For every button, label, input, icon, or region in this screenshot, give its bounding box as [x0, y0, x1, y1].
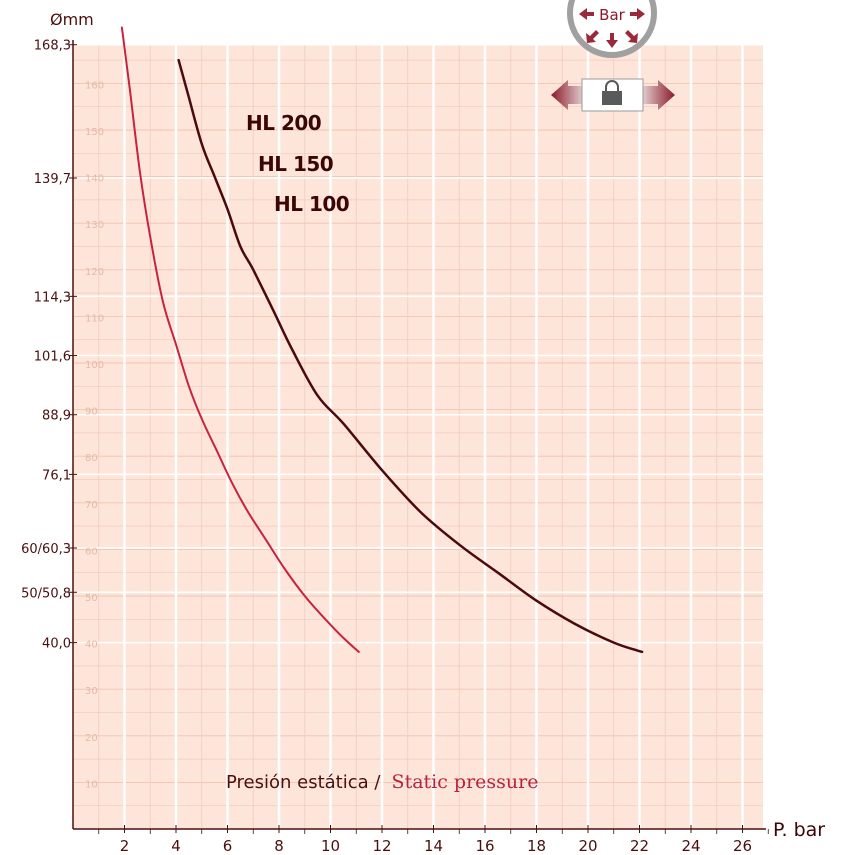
grid-number: 100: [85, 360, 104, 371]
x-tick-label: 6: [223, 837, 233, 855]
y-tick-labels: 168,3 139,7 114,3 101,6 88,9 76,1 60/60,3 50/50…: [21, 39, 77, 652]
grid-number: 150: [85, 127, 104, 138]
grid-number: 140: [85, 174, 104, 185]
grid-number: 60: [85, 546, 98, 557]
y-tick-label: 88,9: [42, 409, 71, 424]
y-tick-label: 139,7: [34, 172, 71, 187]
expansion-arrow-left-icon: [551, 80, 585, 110]
series-line-1: [120, 26, 360, 653]
x-tick-label: 26: [733, 837, 752, 855]
x-tick-label: 2: [120, 837, 130, 855]
grid-number: 130: [85, 220, 104, 231]
x-tick-label: 18: [527, 837, 546, 855]
x-tick-label: 20: [578, 837, 597, 855]
grid-number: 30: [85, 686, 98, 697]
series-line-2: [177, 58, 644, 654]
x-tick-label: 10: [321, 837, 340, 855]
y-tick-label: 76,1: [42, 468, 71, 483]
bar-badge: Bar: [567, 0, 657, 58]
x-tick-label: 8: [274, 837, 284, 855]
grid-number: 10: [85, 779, 98, 790]
arrow-down-icon: [606, 33, 618, 48]
y-tick-label: 60/60,3: [21, 542, 71, 557]
minor-grid: [73, 44, 763, 829]
grid-number: 90: [85, 407, 98, 418]
x-tick-label: 16: [475, 837, 494, 855]
arrow-left-icon: [579, 8, 594, 20]
grid-number: 70: [85, 500, 98, 511]
x-axis-unit: P. bar: [773, 819, 825, 841]
grid-number: 50: [85, 593, 98, 604]
x-tick-labels: 2 4 6 8 10 12 14 16 18 20 22 24 26: [98, 825, 769, 855]
y-tick-label: 50/50,8: [21, 586, 71, 601]
y-tick-label: 40,0: [42, 637, 71, 652]
x-tick-label: 22: [630, 837, 649, 855]
caption-english: Static pressure: [392, 771, 539, 793]
arrow-right-icon: [630, 8, 645, 20]
model-label-hl150: HL 150: [258, 152, 333, 176]
x-tick-label: 14: [424, 837, 443, 855]
lock-body-icon: [602, 91, 622, 105]
y-tick-label: 101,6: [34, 350, 71, 365]
y-tick-label: 168,3: [34, 39, 71, 54]
series-layer: [120, 26, 644, 654]
caption: Presión estática / Static pressure: [226, 771, 538, 793]
x-tick-label: 12: [372, 837, 391, 855]
lock-expansion-icon: [551, 78, 675, 112]
caption-spanish: Presión estática /: [226, 772, 381, 793]
grid-numbers: 10 20 30 40 50 60 70 80 90 100 110 120 130 140 150 160: [85, 80, 104, 790]
bar-badge-label: Bar: [599, 6, 625, 24]
grid-number: 40: [85, 640, 98, 651]
grid-number: 20: [85, 733, 98, 744]
lock-shackle-icon: [605, 80, 619, 92]
major-grid: [73, 43, 763, 829]
grid-number: 80: [85, 453, 98, 464]
y-tick-label: 114,3: [34, 290, 71, 305]
grid-number: 120: [85, 267, 104, 278]
model-label-hl100: HL 100: [274, 192, 349, 216]
expansion-arrow-right-icon: [641, 80, 675, 110]
grid-number: 160: [85, 80, 104, 91]
model-label-hl200: HL 200: [246, 111, 321, 135]
x-tick-label: 4: [171, 837, 181, 855]
grid-number: 110: [85, 313, 104, 324]
y-axis-unit: Ømm: [50, 10, 94, 29]
arrow-down-right-icon: [625, 30, 638, 43]
arrow-down-left-icon: [586, 30, 599, 43]
plot-background: [73, 44, 763, 829]
x-tick-label: 24: [681, 837, 700, 855]
